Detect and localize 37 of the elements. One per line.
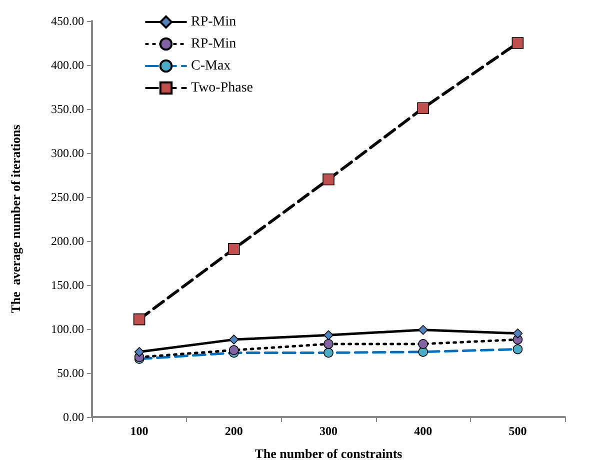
- x-tick-label: 300: [320, 424, 338, 438]
- y-tick-label: 450.00: [51, 14, 84, 28]
- point: [324, 339, 334, 349]
- point: [228, 243, 240, 255]
- y-tick-label: 350.00: [51, 102, 84, 116]
- y-tick-label: 400.00: [51, 58, 84, 72]
- x-tick-label: 200: [224, 424, 243, 438]
- point: [418, 324, 428, 335]
- point: [324, 330, 334, 340]
- legend-label: Two-Phase: [191, 80, 254, 96]
- legend-label: RP-Min: [191, 14, 236, 30]
- y-tick-label: 250.00: [51, 190, 84, 204]
- x-tick-label: 400: [414, 424, 432, 438]
- x-tick-label: 100: [130, 424, 148, 438]
- legend-label: RP-Min: [191, 36, 236, 52]
- y-tick-label: 300.00: [51, 146, 84, 160]
- x-tick-label: 500: [508, 424, 527, 438]
- y-axis-title: The average number of iterations: [8, 124, 23, 314]
- x-axis-title: The number of constraints: [254, 446, 402, 461]
- point: [229, 345, 239, 356]
- point: [229, 334, 239, 344]
- y-tick-label: 150.00: [51, 278, 84, 292]
- point: [512, 37, 524, 49]
- point: [512, 344, 523, 354]
- point: [133, 313, 146, 326]
- point: [134, 346, 144, 357]
- y-tick-label: 200.00: [51, 234, 84, 248]
- point: [512, 328, 523, 338]
- point: [418, 346, 428, 357]
- y-tick-label: 100.00: [51, 322, 84, 336]
- point: [417, 102, 429, 114]
- y-tick-label: 0.00: [63, 410, 84, 424]
- point: [324, 348, 334, 358]
- point: [322, 174, 334, 186]
- legend-label: C-Max: [191, 58, 231, 74]
- point: [418, 339, 428, 349]
- y-tick-label: 50.00: [57, 366, 84, 380]
